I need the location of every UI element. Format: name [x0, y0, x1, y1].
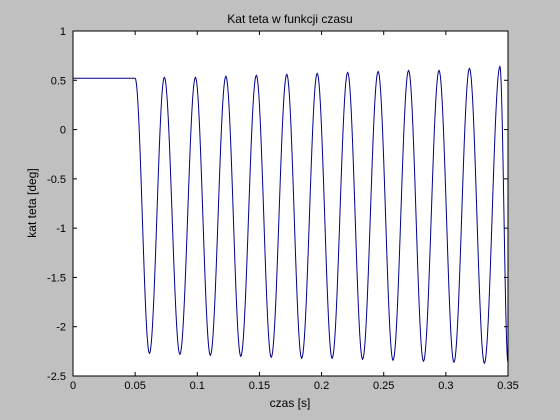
y-tick-label: -0.5 [47, 174, 66, 186]
y-tick-label: -1.5 [47, 272, 66, 284]
x-tick-label: 0.05 [124, 380, 145, 392]
y-tick-label: -2.5 [47, 371, 66, 383]
x-tick-label: 0.15 [249, 380, 270, 392]
x-tick-label: 0.25 [373, 380, 394, 392]
y-tick-label: -1 [56, 223, 66, 235]
x-tick-label: 0.3 [438, 380, 453, 392]
y-tick-label: 1 [60, 26, 66, 38]
y-tick-label: 0.5 [51, 75, 66, 87]
y-axis-label: kat teta [deg] [25, 168, 39, 237]
x-tick-label: 0 [70, 380, 76, 392]
y-tick-label: 0 [60, 125, 66, 137]
chart-title: Kat teta w funkcji czasu [227, 12, 352, 26]
axes-frame [72, 30, 509, 377]
y-tick-label: -2 [56, 322, 66, 334]
x-tick-label: 0.1 [190, 380, 205, 392]
series-line-1 [73, 65, 509, 365]
tick-layer: 0 0.05 0.1 0.15 0.2 0.25 0.3 0.35 1 0.5 0 -0.5 -1 -1.… [47, 26, 519, 392]
x-axis-label: czas [s] [270, 396, 311, 410]
x-tick-label: 0.2 [314, 380, 329, 392]
x-tick-label: 0.35 [497, 380, 518, 392]
plot-area [73, 31, 508, 376]
data-series-layer [73, 65, 509, 365]
